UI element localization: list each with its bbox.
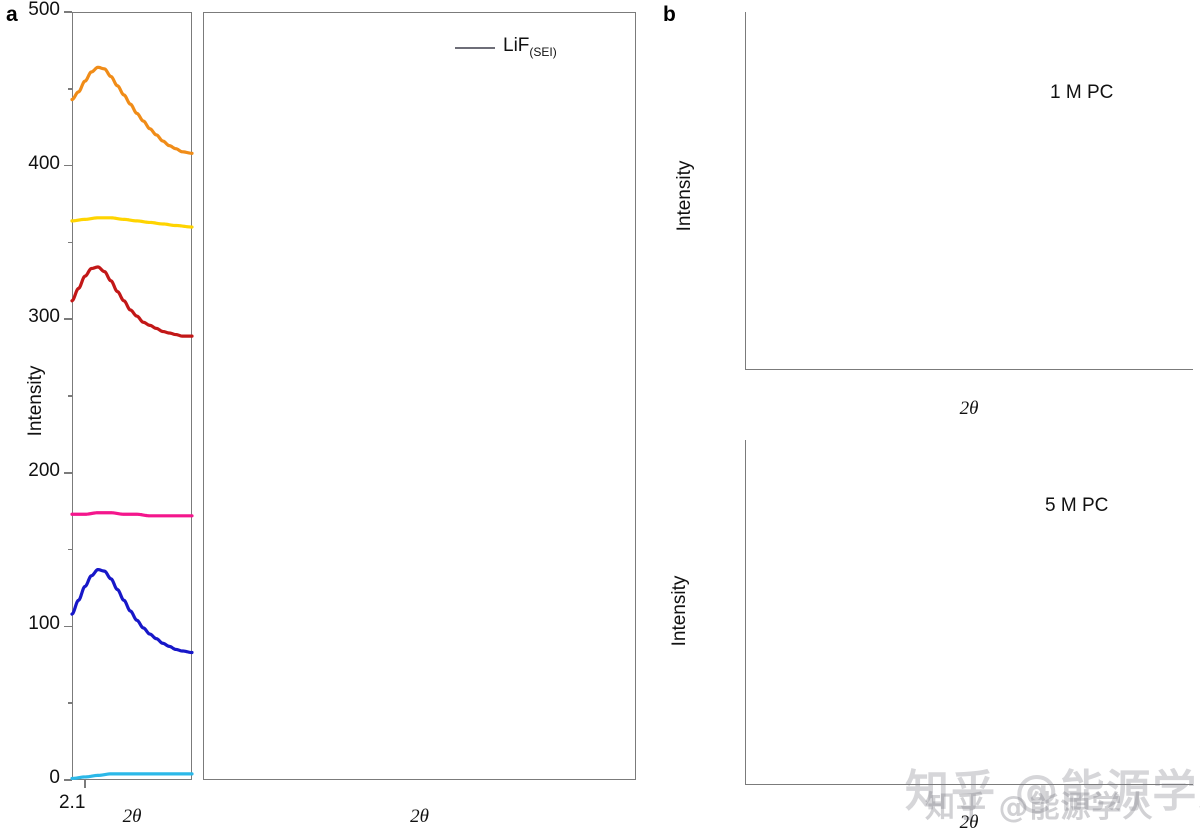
panel-b-top-y-axis-label: Intensity <box>674 160 695 232</box>
panel-a-left-series-1-m-dme <box>70 216 194 229</box>
watermark-zhihu: 知乎 @能源学人 <box>905 766 1200 817</box>
panel-a-y-tick-label: 200 <box>28 459 60 481</box>
panel-b-bottom-y-axis-label: Intensity <box>669 575 690 647</box>
panel-b-top-plot-frame <box>745 12 1193 370</box>
axis-tick <box>64 318 72 320</box>
axis-tick <box>64 779 72 781</box>
axis-tick <box>64 625 72 628</box>
panel-a-right-plot-frame <box>203 12 636 780</box>
axis-tick <box>64 164 72 167</box>
panel-b-letter: b <box>663 3 676 26</box>
legend-label-lif-sei: LiF(SEI) <box>503 35 557 59</box>
panel-a-left-curves <box>70 65 194 781</box>
panel-a-y-tick-label: 300 <box>28 306 60 328</box>
panel-a-left-series-5-m-dmc <box>70 265 194 338</box>
panel-a-left-series-1-m-dmc <box>70 511 194 518</box>
axis-tick <box>68 88 72 90</box>
panel-b-bottom-sample-label: 5 M PC <box>1045 495 1109 516</box>
panel-b-top-curves <box>745 12 1193 370</box>
axis-tick <box>68 395 72 397</box>
axis-tick-label: 2.1 <box>58 792 86 813</box>
panel-a-y-tick-label: 400 <box>28 152 60 174</box>
panel-b-bottom-curves <box>745 440 1193 785</box>
panel-a-left-series-1-m-pc <box>70 772 194 781</box>
axis-tick <box>64 11 72 13</box>
axis-tick <box>64 472 72 474</box>
panel-a-left-plot-frame <box>72 12 192 780</box>
panel-a-right-x-axis-label: 2θ <box>410 806 429 827</box>
axis-tick <box>68 702 72 704</box>
axis-tick <box>68 548 72 551</box>
watermark-zhihu-secondary: 知乎 @能源学人 <box>925 790 1154 825</box>
panel-a-peak-markers <box>203 660 636 740</box>
panel-a-letter: a <box>6 3 18 26</box>
panel-a-left-series-5-m-pc <box>70 567 194 655</box>
panel-b-bottom-plot-frame <box>745 440 1193 785</box>
panel-a-y-tick-label: 500 <box>28 0 60 20</box>
axis-tick <box>68 241 72 244</box>
panel-a-left-x-axis-label: 2θ <box>122 806 142 827</box>
panel-a-left-series-5-m-dme <box>70 65 194 155</box>
legend-label-sub: (SEI) <box>529 44 557 59</box>
panel-b-bottom-x-axis-label: 2θ <box>959 812 979 833</box>
legend-label-text: LiF <box>503 35 530 56</box>
panel-b-top-x-axis-label: 2θ <box>959 398 979 419</box>
panel-a-y-tick-label: 0 <box>49 767 60 788</box>
axis-tick <box>84 780 86 788</box>
panel-a-y-axis-label: Intensity <box>25 365 46 437</box>
panel-b-top-sample-label: 1 M PC <box>1050 82 1114 103</box>
legend-line-swatch <box>455 47 495 49</box>
panel-a-y-tick-label: 100 <box>28 613 60 635</box>
